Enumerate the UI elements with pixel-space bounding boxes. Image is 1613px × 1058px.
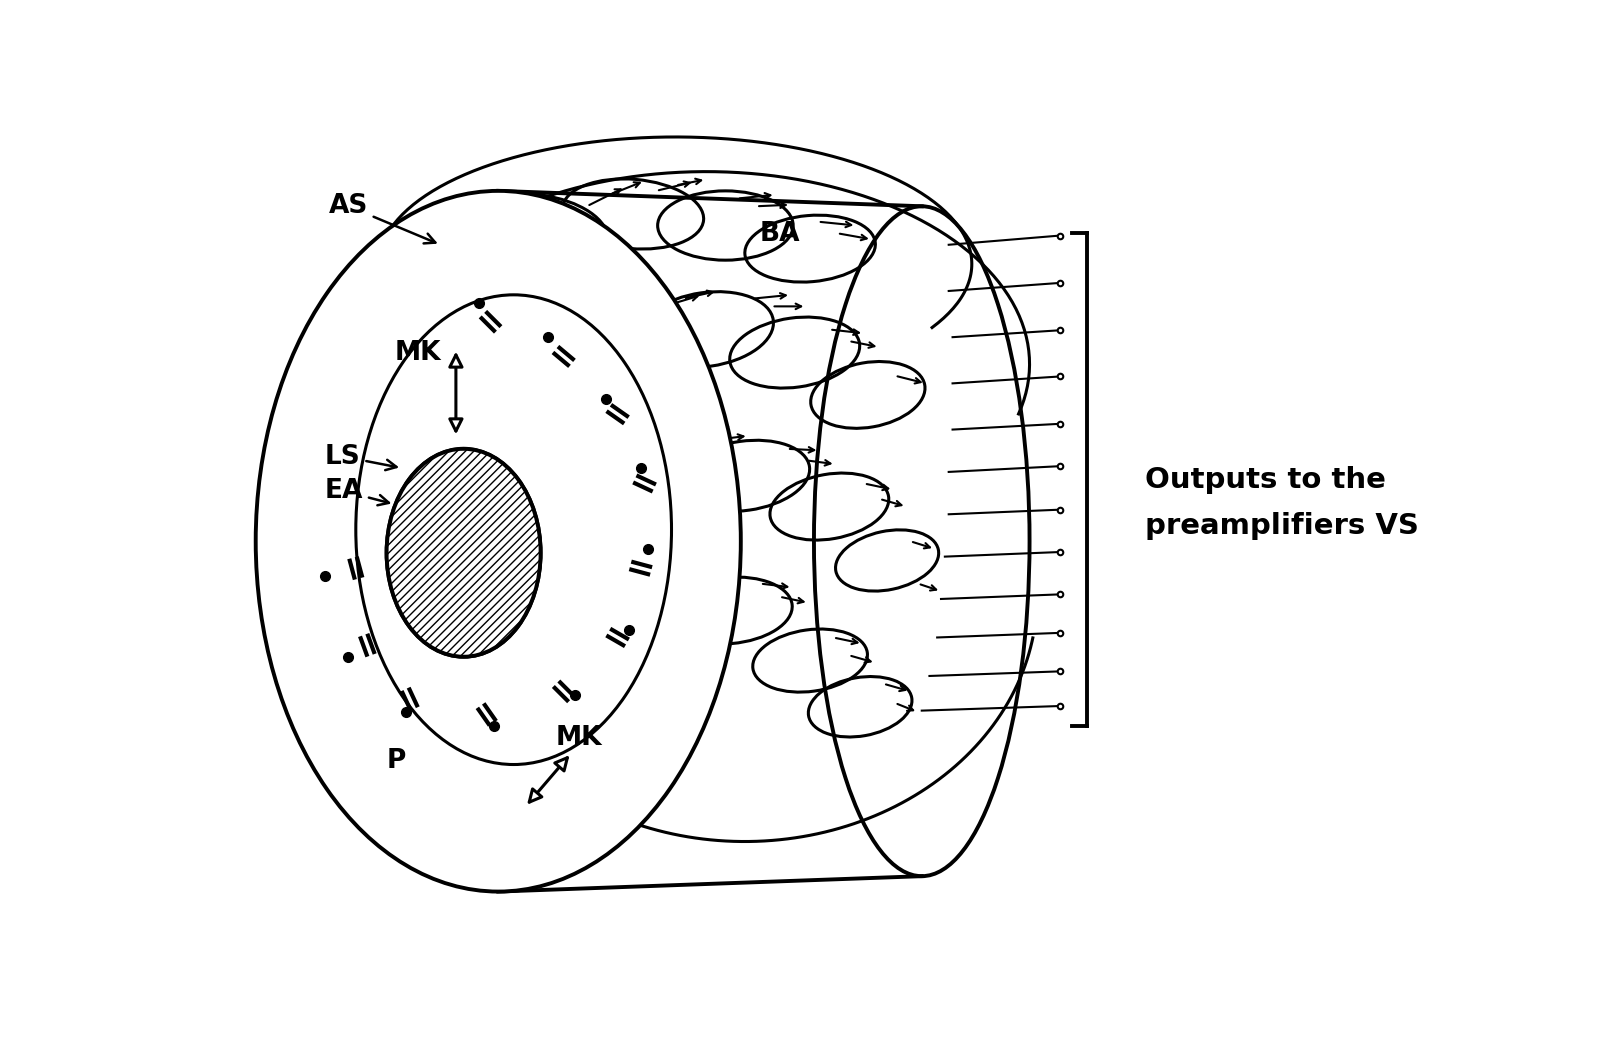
Ellipse shape [256,190,740,892]
Ellipse shape [815,206,1029,876]
Ellipse shape [256,190,740,892]
Text: LS: LS [324,443,397,470]
Text: BA: BA [760,221,800,247]
Text: AS: AS [329,194,436,243]
Ellipse shape [387,449,540,657]
Text: EA: EA [324,478,389,506]
Text: Outputs to the: Outputs to the [1145,466,1386,494]
Text: MK: MK [394,341,440,366]
Text: P: P [387,748,406,774]
Text: MK: MK [556,726,603,751]
Ellipse shape [387,449,540,657]
Text: preamplifiers VS: preamplifiers VS [1145,512,1419,540]
